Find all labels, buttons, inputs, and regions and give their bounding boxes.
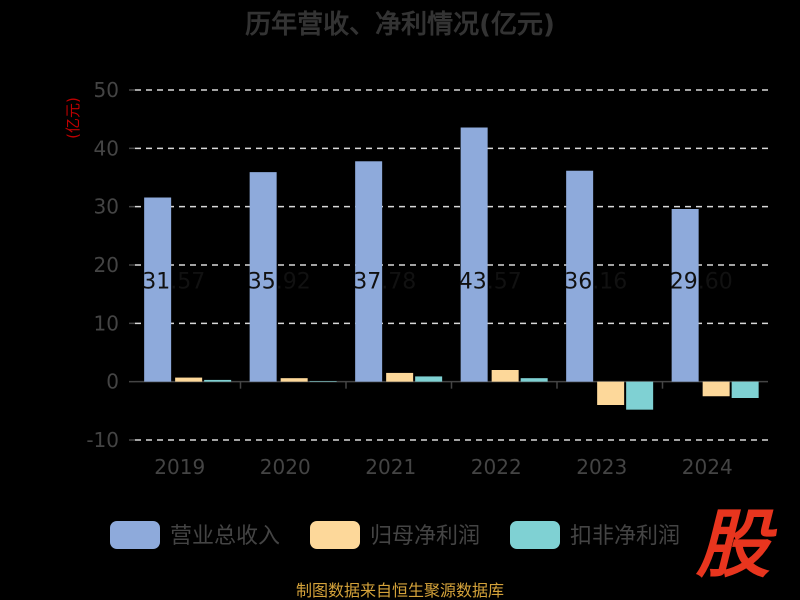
y-tick-label: 30 (94, 195, 119, 219)
data-label-2021: 37.78 (353, 269, 416, 294)
brand-logo: 股 (688, 500, 778, 590)
y-tick-label: -10 (86, 428, 119, 452)
y-unit-label: (亿元) (64, 97, 82, 139)
bar-3-2022 (520, 378, 548, 382)
bar-2-2021 (386, 372, 414, 382)
data-label-2020: 35.92 (248, 269, 311, 294)
data-labels: 31.57 35.92 37.78 43.57 36.16 29.60 (142, 269, 732, 294)
y-tick-label: 20 (94, 253, 119, 277)
bars (144, 127, 759, 410)
legend-label: 扣非净利润 (570, 524, 680, 549)
bar-1-2021 (355, 161, 383, 382)
x-tick-label: 2024 (682, 455, 733, 479)
legend-item-1: 营业总收入 (110, 521, 280, 549)
x-tick-label: 2023 (576, 455, 627, 479)
legend: 营业总收入 归母净利润 扣非净利润 (110, 521, 680, 549)
legend-label: 营业总收入 (170, 524, 280, 549)
x-tick-label: 2022 (471, 455, 522, 479)
bar-3-2020 (309, 381, 337, 382)
y-tick-label: 10 (94, 311, 119, 335)
legend-swatch (110, 521, 160, 549)
y-tick-label: 40 (94, 136, 119, 160)
x-tick-label: 2021 (365, 455, 416, 479)
legend-label: 归母净利润 (370, 524, 480, 549)
source-note: 制图数据来自恒生聚源数据库 (296, 581, 504, 600)
bar-1-2024 (671, 209, 699, 382)
bar-3-2019 (204, 379, 232, 382)
data-label-2023: 36.16 (564, 269, 627, 294)
chart-title: 历年营收、净利情况(亿元) (245, 9, 555, 40)
y-tick-label: 0 (106, 370, 119, 394)
bar-3-2023 (626, 381, 654, 410)
bar-3-2024 (731, 381, 759, 398)
x-tick-label: 2019 (154, 455, 205, 479)
bar-2-2024 (702, 381, 730, 397)
legend-swatch (510, 521, 560, 549)
data-label-2022: 43.57 (459, 269, 522, 294)
y-tick-label: 50 (94, 78, 119, 102)
x-tick-label: 2020 (260, 455, 311, 479)
legend-swatch (310, 521, 360, 549)
bar-1-2019 (144, 197, 172, 382)
bar-2-2020 (280, 378, 308, 382)
logo-glyph: 股 (696, 502, 770, 588)
x-axis: 2019 2020 2021 2022 2023 2024 (154, 381, 733, 479)
data-label-2019: 31.57 (142, 269, 205, 294)
bar-1-2022 (460, 127, 488, 382)
bar-1-2023 (566, 170, 594, 382)
data-label-2024: 29.60 (670, 269, 733, 294)
bar-2-2023 (597, 381, 625, 405)
legend-item-2: 归母净利润 (310, 521, 480, 549)
bar-3-2021 (415, 376, 443, 382)
bar-1-2020 (249, 172, 277, 382)
legend-item-3: 扣非净利润 (510, 521, 680, 549)
bar-2-2022 (491, 370, 519, 382)
bar-2-2019 (175, 377, 203, 382)
